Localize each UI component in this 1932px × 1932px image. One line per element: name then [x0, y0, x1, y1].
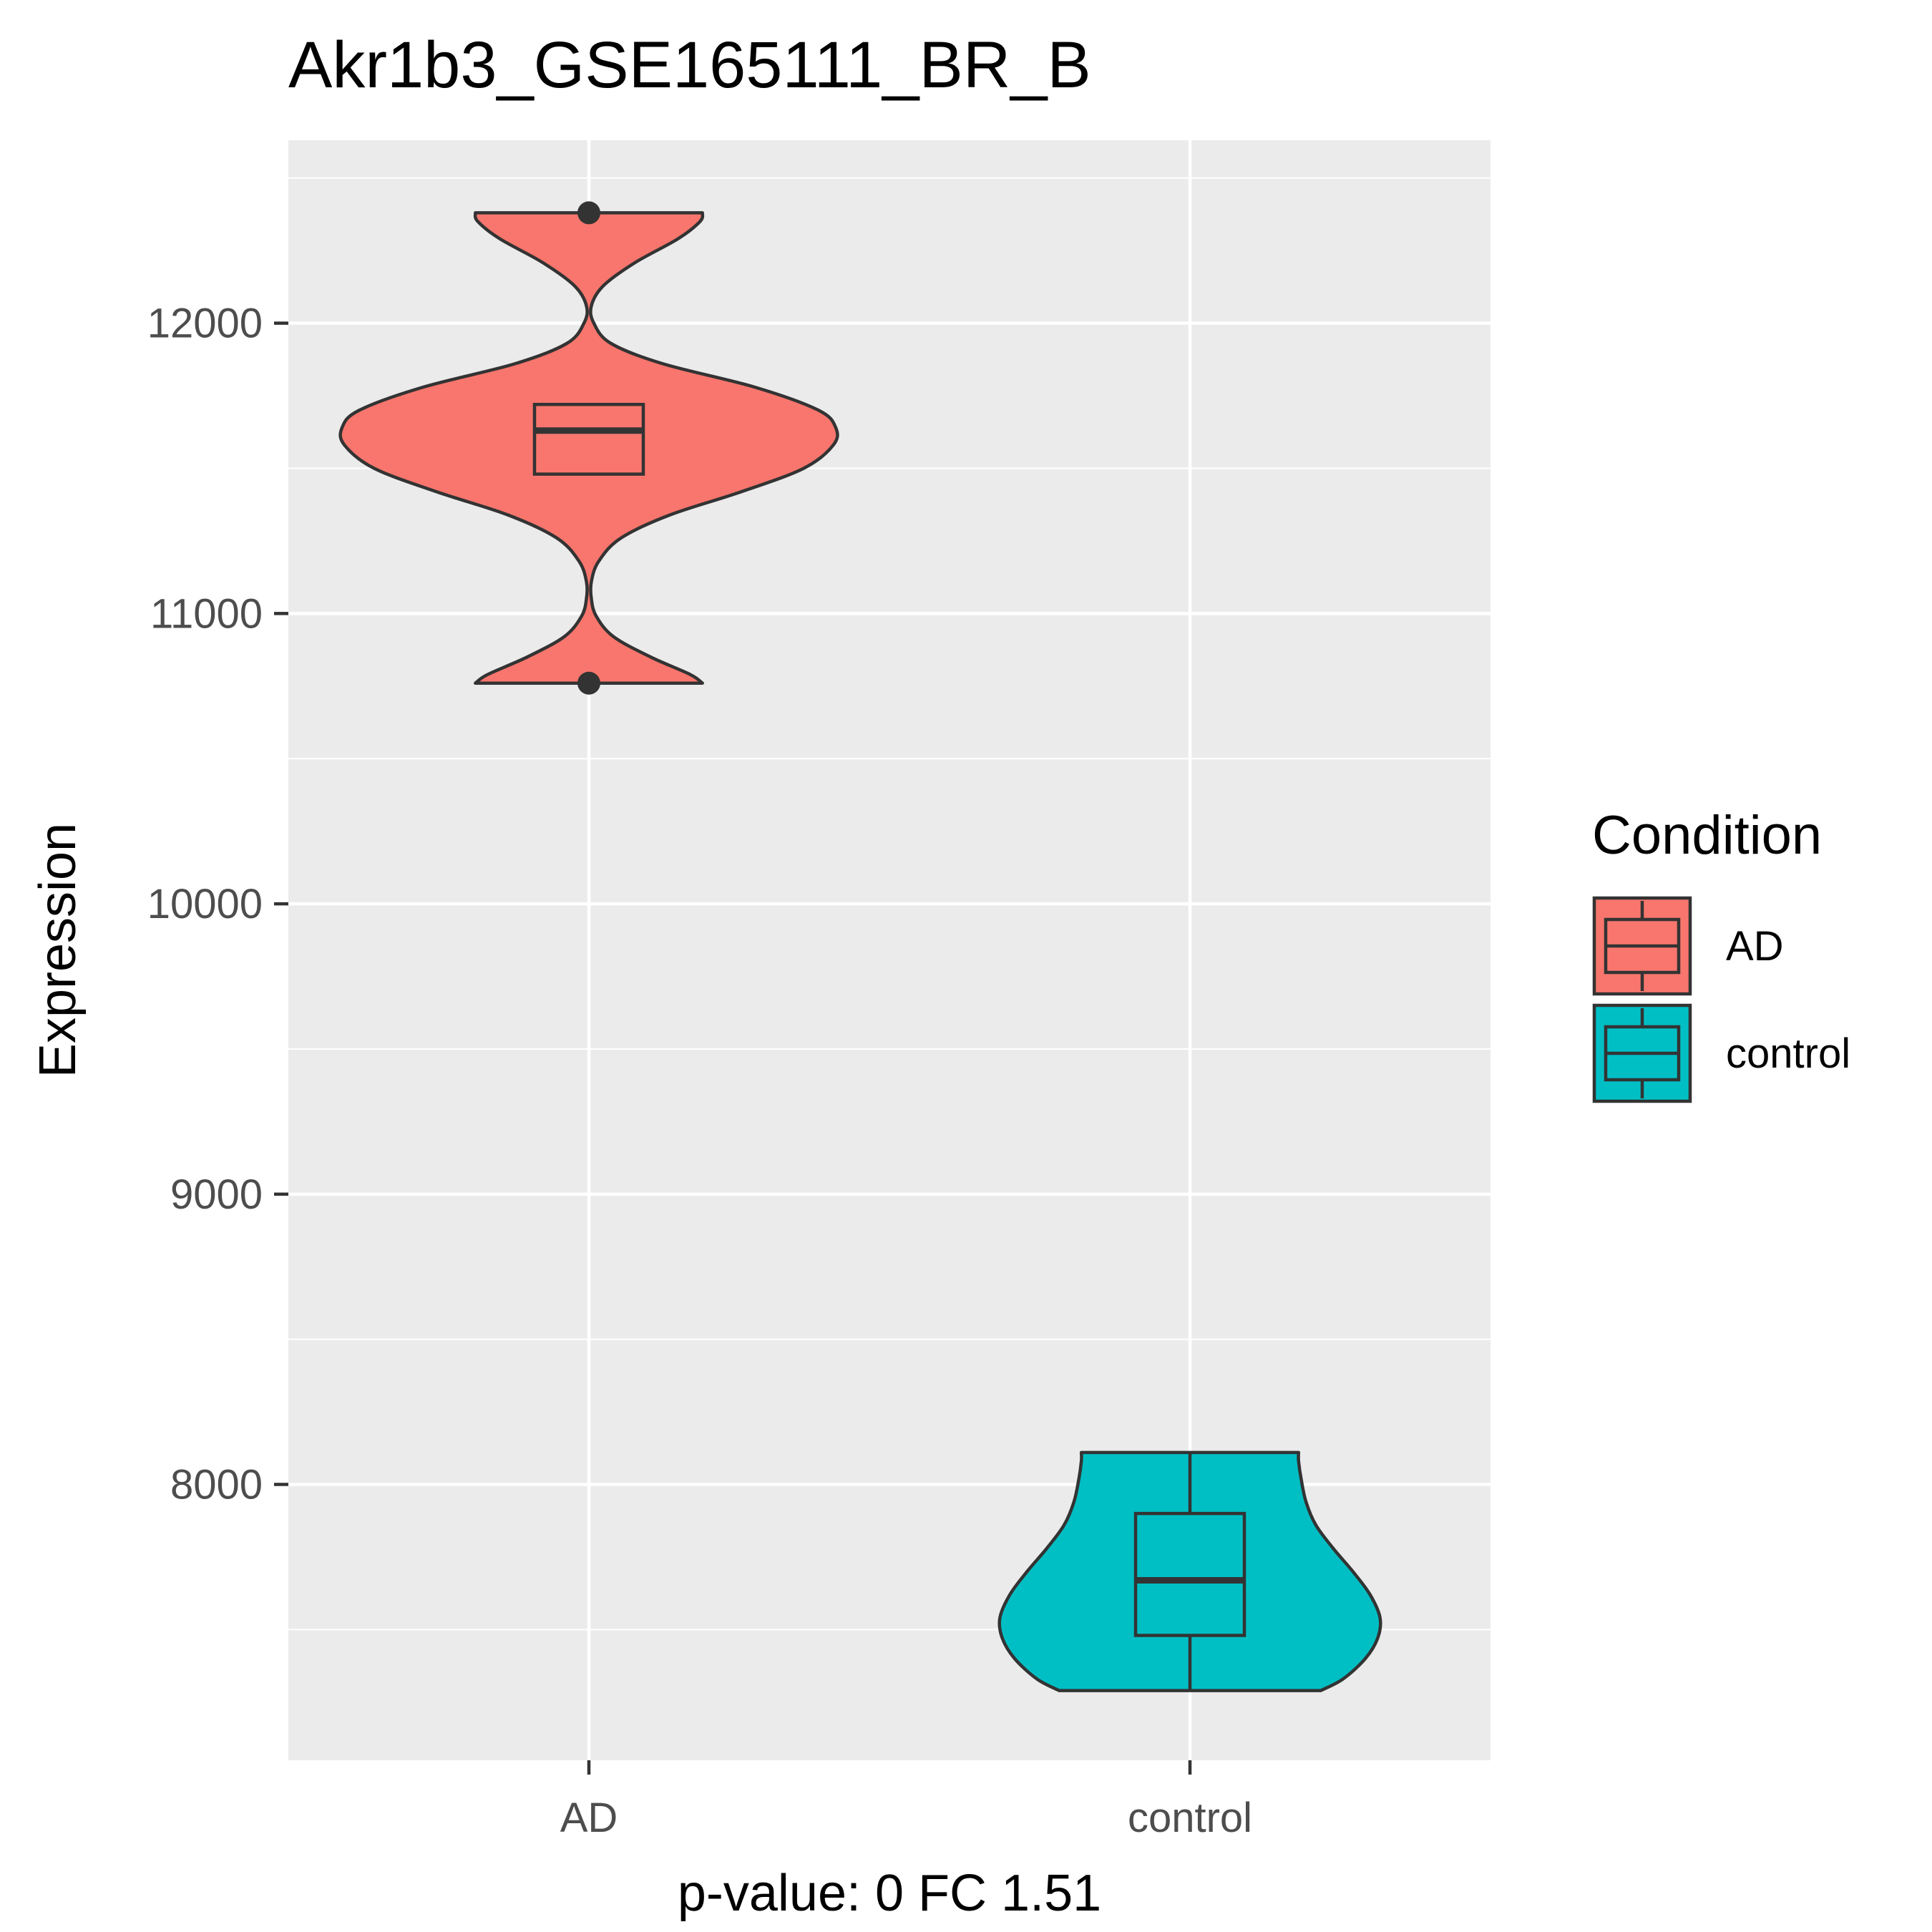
x-axis-title: p-value: 0 FC 1.51	[678, 1865, 1101, 1922]
y-tick-label: 10000	[147, 881, 263, 927]
y-tick-label: 9000	[170, 1171, 263, 1218]
outlier-point	[577, 201, 600, 225]
y-axis: 8000 9000 10000 11000 12000	[147, 301, 288, 1508]
legend-key-control: control	[1592, 1003, 1850, 1103]
box-control	[1133, 1511, 1246, 1637]
legend-key-AD: AD	[1592, 896, 1784, 996]
y-axis-title: Expression	[29, 823, 87, 1078]
y-tick-label: 12000	[147, 301, 263, 347]
box-AD	[532, 402, 645, 476]
legend-title: Condition	[1592, 805, 1822, 866]
y-tick-label: 8000	[170, 1462, 263, 1508]
x-axis: AD control	[560, 1760, 1252, 1841]
chart-title: Akr1b3_GSE165111_BR_B	[288, 29, 1091, 102]
legend-label-control: control	[1726, 1030, 1850, 1077]
legend-label-AD: AD	[1726, 923, 1784, 970]
x-tick-label: AD	[560, 1795, 618, 1841]
legend: Condition AD control	[1592, 805, 1850, 1103]
outlier-point	[577, 671, 600, 695]
boxplots	[532, 402, 1246, 1691]
outlier-points	[577, 201, 600, 695]
x-tick-label: control	[1128, 1795, 1252, 1841]
y-tick-label: 11000	[150, 590, 263, 637]
